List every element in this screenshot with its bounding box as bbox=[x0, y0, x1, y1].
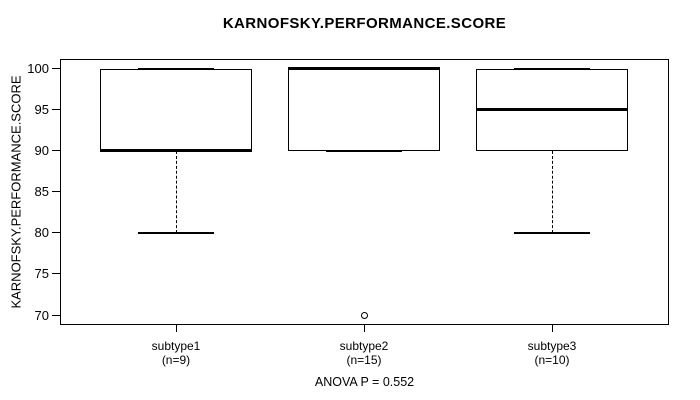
anova-annotation: ANOVA P = 0.552 bbox=[314, 375, 415, 389]
whisker-cap-high bbox=[514, 67, 590, 70]
group-name: subtype2 bbox=[339, 339, 389, 353]
group-name: subtype3 bbox=[527, 339, 577, 353]
y-tick-mark bbox=[52, 232, 60, 234]
y-tick-mark bbox=[52, 109, 60, 111]
y-tick-mark bbox=[52, 68, 60, 69]
y-tick-label: 100 bbox=[27, 61, 49, 76]
x-tick-mark bbox=[551, 325, 553, 332]
lower-whisker-line bbox=[551, 150, 553, 233]
chart-title: KARNOFSKY.PERFORMANCE.SCORE bbox=[222, 15, 507, 32]
y-tick-mark bbox=[52, 273, 60, 275]
x-group-label: subtype2 (n=15) bbox=[289, 339, 439, 367]
y-tick-label: 80 bbox=[34, 225, 49, 241]
group-n: (n=9) bbox=[161, 352, 191, 367]
y-tick-mark bbox=[52, 314, 60, 316]
group-n: (n=10) bbox=[534, 352, 570, 367]
whisker-cap-low bbox=[326, 149, 402, 152]
median-line bbox=[288, 67, 440, 70]
x-tick-mark bbox=[363, 325, 365, 332]
x-group-label: subtype3 (n=10) bbox=[477, 339, 627, 367]
lower-whisker-line bbox=[175, 150, 177, 233]
box-iqr bbox=[100, 68, 252, 151]
y-tick-mark bbox=[52, 150, 60, 152]
x-tick-mark bbox=[175, 325, 177, 332]
whisker-cap-high bbox=[138, 67, 214, 70]
outlier-point bbox=[360, 311, 368, 319]
y-tick-label: 75 bbox=[34, 266, 49, 282]
y-tick-label: 85 bbox=[34, 184, 49, 200]
group-n: (n=15) bbox=[346, 352, 382, 367]
y-tick-mark bbox=[52, 191, 60, 193]
group-name: subtype1 bbox=[151, 339, 201, 353]
median-line bbox=[476, 108, 628, 112]
whisker-cap-low bbox=[514, 231, 590, 234]
whisker-cap-low bbox=[138, 231, 214, 234]
x-group-label: subtype1 (n=9) bbox=[101, 339, 251, 367]
plot-area bbox=[60, 59, 669, 325]
y-tick-label: 95 bbox=[34, 102, 49, 118]
box-iqr bbox=[288, 68, 440, 151]
median-line bbox=[100, 149, 252, 153]
y-tick-label: 90 bbox=[34, 143, 49, 159]
y-tick-label: 70 bbox=[34, 307, 49, 323]
